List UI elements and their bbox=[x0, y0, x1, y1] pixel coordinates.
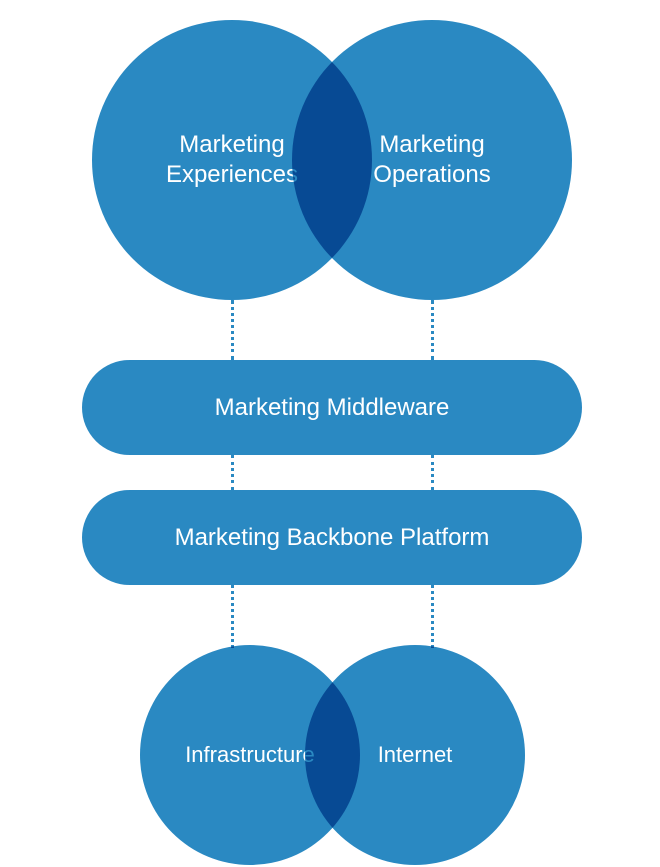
connector-mid-left bbox=[231, 455, 234, 490]
connector-bot-left bbox=[231, 585, 234, 648]
circle-internet: Internet bbox=[305, 645, 525, 865]
diagram-canvas: MarketingExperiences MarketingOperations… bbox=[0, 0, 660, 867]
circle-label: MarketingExperiences bbox=[166, 130, 298, 190]
circle-marketing-operations: MarketingOperations bbox=[292, 20, 572, 300]
bar-marketing-backbone: Marketing Backbone Platform bbox=[82, 490, 582, 585]
circle-label: Infrastructure bbox=[185, 741, 315, 769]
bar-label: Marketing Backbone Platform bbox=[175, 524, 490, 552]
connector-bot-right bbox=[431, 585, 434, 648]
connector-top-left bbox=[231, 300, 234, 360]
bar-label: Marketing Middleware bbox=[215, 394, 450, 422]
connector-top-right bbox=[431, 300, 434, 360]
circle-label: Internet bbox=[378, 741, 453, 769]
connector-mid-right bbox=[431, 455, 434, 490]
bar-marketing-middleware: Marketing Middleware bbox=[82, 360, 582, 455]
circle-label: MarketingOperations bbox=[373, 130, 490, 190]
